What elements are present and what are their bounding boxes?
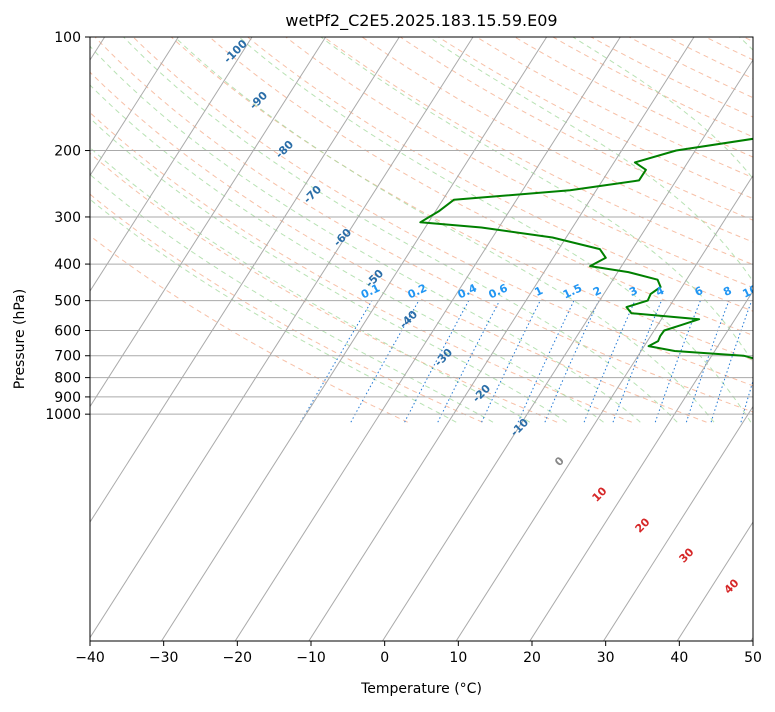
isotherm-line: [235, 37, 620, 641]
dry-adiabat-line: [19, 37, 632, 422]
mixing-ratio-label: 13: [768, 282, 775, 300]
dry-adiabat-label: -30: [432, 346, 455, 369]
x-tick-label: −10: [296, 650, 326, 666]
y-tick-label: 200: [54, 144, 81, 160]
plot-frame: [90, 37, 753, 641]
dry-adiabat-label: -20: [470, 382, 493, 405]
y-tick-label: 700: [54, 349, 81, 365]
dry-adiabat-label: 40: [722, 576, 742, 596]
isotherm-line: [0, 37, 252, 641]
mixing-ratio-line: [518, 301, 574, 423]
mixing-ratio-line: [741, 301, 775, 423]
moist-adiabat-line: [82, 37, 641, 422]
isotherm-line: [751, 37, 775, 641]
dry-adiabat-label: 30: [677, 545, 697, 565]
isotherm-line: [162, 37, 547, 641]
x-tick-label: 10: [449, 650, 467, 666]
isotherm-line: [530, 37, 775, 641]
dry-adiabat-label: 0: [552, 454, 567, 469]
dry-adiabat-line: [438, 37, 775, 422]
y-tick-label: 600: [54, 323, 81, 339]
mixing-ratio-label: 3: [627, 284, 639, 299]
dry-adiabat-line: [133, 37, 775, 422]
moist-adiabat-line: [46, 74, 567, 423]
y-tick-label: 100: [54, 30, 81, 46]
dry-adiabat-line: [248, 37, 775, 422]
dry-adiabat-label: -90: [247, 89, 270, 112]
dry-adiabat-line: [591, 37, 775, 422]
isotherm-line: [0, 37, 326, 641]
moist-adiabat-line: [739, 37, 775, 422]
x-tick-label: 40: [670, 650, 688, 666]
mixing-ratio-label: 10: [740, 282, 760, 300]
dry-adiabat-line: [667, 37, 775, 422]
x-tick-label: 0: [380, 650, 389, 666]
y-axis-label: Pressure (hPa): [12, 289, 28, 389]
moist-adiabat-line: [124, 37, 678, 422]
x-tick-label: 20: [523, 650, 541, 666]
x-tick-label: −20: [223, 650, 253, 666]
mixing-ratio-label: 0.2: [406, 281, 429, 301]
isotherm-line: [309, 37, 694, 641]
y-tick-label: 500: [54, 294, 81, 310]
profile-lines: [420, 37, 775, 401]
mixing-ratio-label: 0.6: [487, 281, 510, 301]
mixing-ratio-label: 1: [533, 284, 545, 299]
x-axis-label: Temperature (°C): [360, 681, 482, 697]
dry-adiabat-line: [553, 37, 775, 422]
isotherm-line: [88, 37, 473, 641]
dry-adiabat-label: 10: [590, 484, 610, 504]
y-tick-label: 900: [54, 390, 81, 406]
mixing-ratio-line: [613, 301, 662, 423]
y-tick-label: 1000: [45, 407, 81, 423]
mixing-ratio-label: 0.1: [359, 281, 382, 301]
dry-adiabat-line: [744, 37, 775, 422]
mixing-ratio-line: [765, 301, 775, 423]
mixing-ratio-label: 1.5: [561, 281, 584, 301]
mixing-ratio-label: 0.4: [456, 281, 479, 301]
profile-line: [420, 37, 775, 401]
x-tick-label: −30: [149, 650, 179, 666]
x-tick-label: 30: [597, 650, 615, 666]
moist-adiabat-line: [321, 37, 775, 422]
chart-title: wetPf2_C2E5.2025.183.15.59.E09: [285, 11, 557, 31]
y-tick-label: 300: [54, 210, 81, 226]
mixing-ratio-line: [545, 301, 599, 423]
mixing-ratio-label: 8: [721, 284, 733, 299]
x-tick-label: 50: [744, 650, 762, 666]
y-tick-label: 800: [54, 371, 81, 387]
dry-adiabat-label: -100: [221, 37, 250, 66]
dry-adiabat-label: -10: [508, 416, 531, 439]
mixing-ratio-line: [711, 301, 752, 423]
dry-adiabat-label: -80: [273, 138, 296, 161]
dry-adiabat-line: [0, 37, 557, 422]
y-tick-label: 400: [54, 257, 81, 273]
x-tick-label: −40: [75, 650, 105, 666]
background-labels: -100-90-80-70-60-50-40-30-20-10010203040…: [221, 37, 775, 597]
mixing-ratio-line: [584, 301, 635, 423]
moist-adiabat-line: [573, 37, 775, 422]
dry-adiabat-label: 20: [633, 515, 653, 535]
dry-adiabat-line: [706, 37, 775, 422]
